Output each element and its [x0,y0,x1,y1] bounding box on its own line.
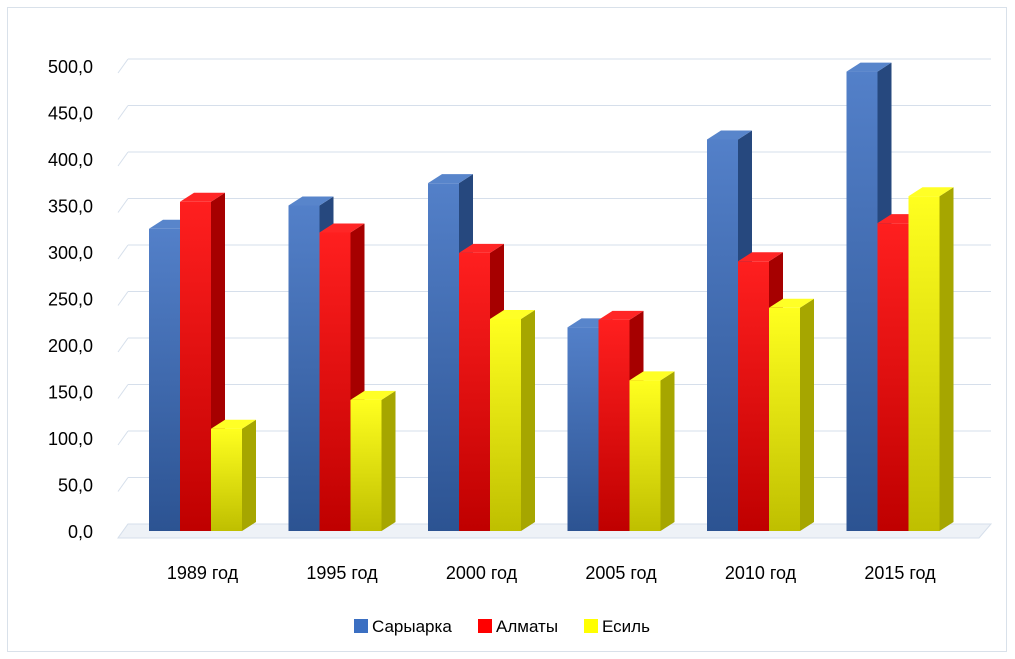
bar-front [629,380,661,531]
gridline-side [117,291,129,306]
y-tick-label: 500,0 [48,57,93,77]
gridline-side [117,477,129,492]
bar-top [319,223,365,233]
bar [490,309,535,531]
bar-front [180,201,211,531]
bar-top [211,419,256,429]
bar-top [490,309,535,319]
bar [350,390,396,531]
bar [319,223,365,531]
gridline-side [117,384,129,399]
legend-item: Сарыарка [354,617,452,636]
x-tick-label: 1989 год [167,563,239,583]
legend-swatch [584,619,598,633]
bar-front [598,319,630,531]
gridline-side [117,151,129,167]
bar-top [846,62,892,72]
bar-front [738,261,769,531]
x-tick-label: 1995 год [306,563,378,583]
legend-item: Есиль [584,617,650,636]
bar-side [660,371,675,531]
y-tick-label: 0,0 [68,522,93,542]
chart-frame: 0,0 50,0 100,0 150,0 200,0 250,0 300,0 350,0 400… [7,7,1007,652]
bar [211,419,256,531]
legend: Сарыарка Алматы Есиль [354,617,650,636]
bar-front [428,183,459,531]
bar-front [490,318,521,531]
bars [149,62,954,532]
legend-swatch [354,619,368,633]
y-tick-label: 50,0 [58,476,93,496]
gridline-side [117,244,129,260]
y-tick-label: 100,0 [48,429,93,449]
bar [629,371,675,531]
x-tick-label: 2015 год [864,563,936,583]
bar-top [629,371,675,381]
bar-chart: 0,0 50,0 100,0 150,0 200,0 250,0 300,0 350,0 400… [48,57,993,636]
gridline-side [117,430,129,446]
bar-top [908,187,954,197]
y-tick-label: 200,0 [48,336,93,356]
bar-side [521,309,535,531]
y-tick-label: 300,0 [48,243,93,263]
bar-side [800,298,814,531]
y-tick-label: 350,0 [48,197,93,217]
x-tick-label: 2010 год [725,563,797,583]
bar-top [350,390,396,400]
bar-side [381,390,396,531]
bar-front [908,196,940,531]
gridline-side [117,58,129,74]
bar-front [707,139,738,531]
bar-front [211,428,242,531]
bar-top [769,298,814,308]
legend-label: Сарыарка [372,617,452,636]
bar-side [939,187,954,531]
bar [180,192,225,531]
legend-swatch [478,619,492,633]
bar-front [149,228,180,531]
bar-top [180,192,225,202]
legend-label: Есиль [602,617,650,636]
bar-front [459,252,490,531]
bar-top [459,243,504,253]
y-tick-label: 450,0 [48,104,93,124]
bar-front [846,71,878,531]
y-tick-label: 150,0 [48,383,93,403]
bar-side [242,419,256,531]
legend-item: Алматы [478,617,558,636]
bar-front [319,232,351,531]
bar-top [428,174,473,184]
bar [908,187,954,531]
bar [769,298,814,531]
bar-top [598,310,644,320]
x-tick-label: 2000 год [446,563,518,583]
bar-top [707,130,752,140]
gridline-side [117,105,129,120]
x-tick-label: 2005 год [585,563,657,583]
bar-front [877,223,909,532]
y-tick-label: 400,0 [48,150,93,170]
x-axis-ticks: 1989 год 1995 год 2000 год 2005 год 2010 год… [167,563,936,583]
bar-front [769,307,800,531]
bar-top [288,196,334,206]
y-tick-label: 250,0 [48,290,93,310]
legend-label: Алматы [496,617,558,636]
bar-front [350,399,382,531]
y-axis-ticks: 0,0 50,0 100,0 150,0 200,0 250,0 300,0 350,0 400… [48,57,93,542]
gridline-side [117,337,129,353]
gridline-side [117,198,129,213]
bar-front [567,327,599,531]
bar [707,130,752,531]
bar-front [288,205,320,531]
bar-top [738,252,783,262]
